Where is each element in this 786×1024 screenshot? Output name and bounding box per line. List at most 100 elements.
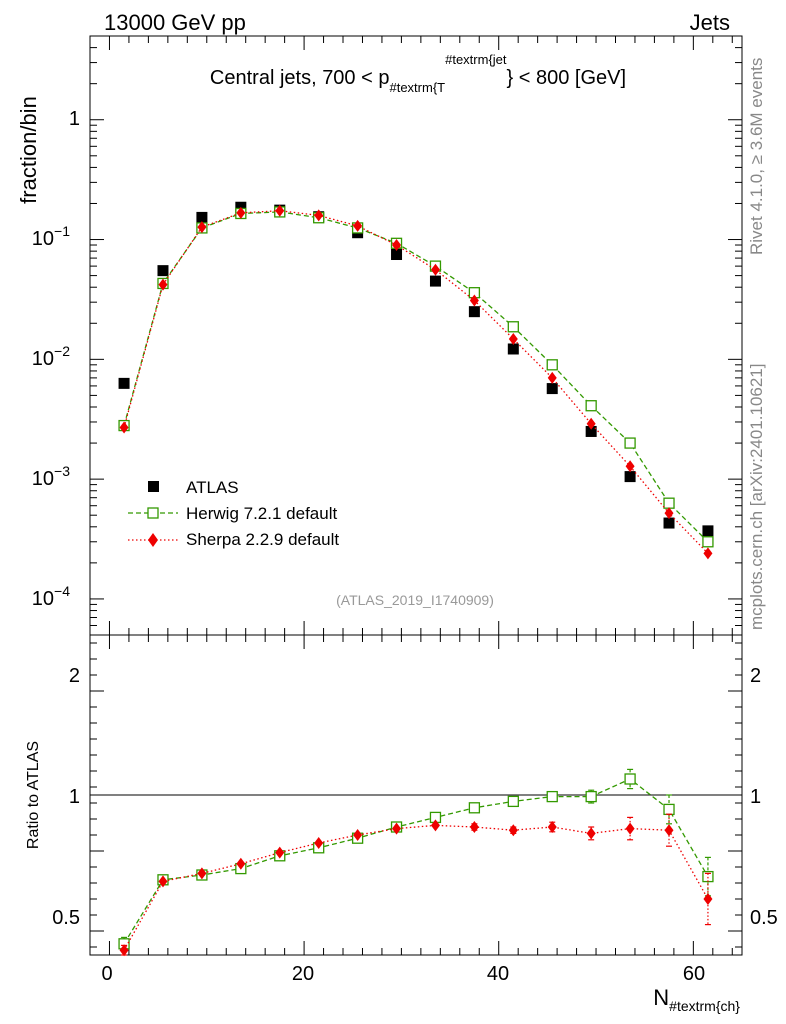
sherpa-point [469,294,479,307]
atlas-point [196,211,208,223]
title-main: Central jets, 700 < p [210,67,390,89]
main-series [118,201,714,560]
sherpa-point [703,547,713,560]
sherpa-point [508,332,518,345]
sherpa-ratio-point [236,857,246,870]
atlas-point [585,425,597,437]
legend: ATLAS Herwig 7.2.1 default Sherpa 2.2.9 … [128,478,339,549]
x-axis-label: N#textrm{ch} [653,985,740,1014]
sherpa-ratio-point [664,824,674,837]
sherpa-ratio-point [314,837,324,849]
sherpa-ratio-point [586,827,596,840]
herwig-line [123,211,709,543]
sherpa-line [123,210,709,554]
ratio-y-tick-0.5-right: 0.5 [750,907,778,929]
atlas-point [429,275,441,287]
herwig-ratio-point [663,803,675,816]
title-superscript: #textrm{jet [445,52,507,67]
herwig-ratio-point [624,773,636,785]
legend-entry-sherpa: Sherpa 2.2.9 default [128,530,339,549]
sherpa-point [430,263,440,276]
x-tick-label-20: 20 [292,963,314,985]
sherpa-ratio-point [392,822,402,835]
legend-atlas-label: ATLAS [186,478,239,497]
x-tick-label-0: 0 [101,963,112,985]
sherpa-point [119,421,129,434]
sherpa-point [664,507,674,520]
ratio-y-tick-1-right: 1 [750,786,761,808]
sherpa-point [586,417,596,430]
sherpa-point [625,460,635,473]
ratio-y-tick-0.5: 0.5 [52,907,80,929]
chart-title: Central jets, 700 < p#textrm{T#textrm{je… [210,52,626,95]
atlas-point [663,517,675,529]
header-jets-label: Jets [690,10,730,35]
herwig-point [585,400,597,412]
sherpa-ratio-line [123,824,709,951]
sherpa-ratio-point [508,824,518,837]
herwig-ratio-point [546,790,558,803]
sherpa-point [197,221,207,234]
title-suffix: } < 800 [GeV] [507,67,627,89]
herwig-point [507,321,519,333]
atlas-point [157,265,169,277]
sherpa-point [353,219,363,232]
legend-sherpa-marker [148,533,158,547]
ratio-y-axis-label: Ratio to ATLAS [25,741,42,849]
herwig-point [546,359,558,371]
atlas-point [507,343,519,355]
herwig-ratio-point [585,790,597,803]
ratio-y-tick-2: 2 [69,665,80,687]
sherpa-ratio-point [353,829,363,841]
sherpa-ratio-point [469,821,479,833]
herwig-ratio-point [507,795,519,808]
analysis-label: (ATLAS_2019_I1740909) [336,592,494,608]
sherpa-point [547,371,557,384]
atlas-point [702,525,714,537]
sherpa-ratio-point [625,822,635,835]
ratio-y-tick-2-right: 2 [750,665,761,687]
x-tick-label-40: 40 [487,963,509,985]
rivet-version-label: Rivet 4.1.0, ≥ 3.6M events [747,58,766,255]
axis-ticks [90,35,742,955]
herwig-ratio-line [123,778,709,945]
legend-entry-herwig: Herwig 7.2.1 default [128,504,337,523]
title-subscript: #textrm{T [389,80,445,95]
sherpa-point [236,206,246,219]
y-tick-label-1e-3: 10−3 [32,463,70,490]
main-y-axis-label: fraction/bin [16,96,41,204]
y-tick-label-1e-1: 10−1 [32,223,70,250]
legend-herwig-marker [147,507,159,519]
herwig-point [702,536,714,548]
sherpa-ratio-point [547,821,557,833]
sherpa-ratio-point [703,893,713,905]
sherpa-point [392,239,402,252]
sherpa-ratio-point [197,867,207,880]
ratio-y-tick-1: 1 [69,786,80,808]
ratio-series [118,768,714,957]
legend-atlas-marker [148,481,159,492]
header-energy-label: 13000 GeV pp [104,10,246,35]
sherpa-ratio-point [158,875,168,888]
atlas-point [118,377,130,389]
legend-entry-atlas: ATLAS [148,478,239,497]
y-tick-label-1e-2: 10−2 [32,343,70,370]
legend-sherpa-label: Sherpa 2.2.9 default [186,530,339,549]
herwig-ratio-point [468,802,481,814]
atlas-point [391,249,403,261]
sherpa-ratio-point [119,944,129,957]
sherpa-point [314,209,324,222]
atlas-point [624,471,636,483]
herwig-point [663,497,675,509]
sherpa-ratio-point [430,819,440,832]
sherpa-ratio-point [275,846,285,859]
atlas-point [546,383,558,395]
sherpa-point [158,278,168,291]
legend-herwig-label: Herwig 7.2.1 default [186,504,337,523]
herwig-point [624,437,636,449]
mcplots-reference-label: mcplots.cern.ch [arXiv:2401.10621] [747,364,766,630]
y-tick-label-1: 1 [69,108,80,130]
atlas-point [468,306,480,318]
y-tick-label-1e-4: 10−4 [32,583,70,610]
